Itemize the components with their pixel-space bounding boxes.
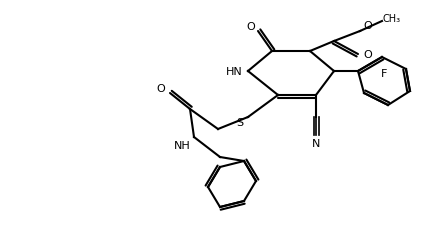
Text: F: F: [381, 69, 387, 79]
Text: NH: NH: [173, 140, 190, 150]
Text: CH₃: CH₃: [383, 14, 401, 24]
Text: S: S: [236, 118, 243, 128]
Text: O: O: [364, 21, 372, 31]
Text: O: O: [364, 50, 372, 60]
Text: HN: HN: [226, 67, 242, 77]
Text: O: O: [157, 84, 165, 94]
Text: O: O: [246, 22, 255, 32]
Text: N: N: [312, 138, 320, 148]
